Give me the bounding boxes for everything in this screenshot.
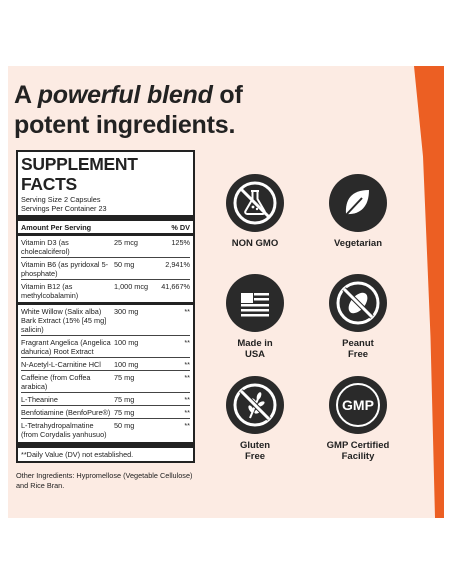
badge-made-in-usa: Made in USA: [207, 274, 303, 360]
facts-box: SUPPLEMENT FACTS Serving Size 2 Capsules…: [16, 150, 195, 463]
facts-row: Vitamin D3 (as cholecalciferol) 25 mcg 1…: [21, 236, 190, 257]
serving-size: Serving Size 2 Capsules: [21, 195, 101, 204]
row-amount: 25 mcg: [114, 237, 138, 247]
leaf-icon: [329, 174, 387, 232]
row-amount: 100 mg: [114, 359, 139, 369]
row-amount: 75 mg: [114, 372, 135, 382]
facts-row: L-Theanine 75 mg **: [21, 392, 190, 405]
divider-medium: [18, 302, 193, 305]
accent-stripe: [414, 66, 444, 518]
facts-row: N-Acetyl-L-Carnitine HCl 100 mg **: [21, 357, 190, 370]
divider-thick: [18, 442, 193, 448]
row-dv: **: [184, 420, 190, 430]
col-amount: Amount Per Serving: [21, 223, 92, 232]
divider-thick: [18, 215, 193, 221]
no-gmo-flask-icon: [226, 174, 284, 232]
facts-row: L-Tetrahydropalmatine (from Corydalis ya…: [21, 418, 190, 440]
row-name: N-Acetyl-L-Carnitine HCl: [21, 359, 101, 369]
row-name: Benfotiamine (BenfoPure®): [21, 407, 111, 417]
row-dv: **: [184, 337, 190, 347]
row-dv: **: [184, 372, 190, 382]
row-name: L-Theanine: [21, 394, 58, 404]
badge-label: Made in USA: [237, 338, 273, 360]
row-name: White Willow (Salix alba) Bark Extract (…: [21, 306, 107, 334]
dv-footnote: **Daily Value (DV) not established.: [21, 450, 134, 459]
facts-row: Benfotiamine (BenfoPure®) 75 mg **: [21, 405, 190, 418]
headline-emphasis: powerful blend: [37, 81, 213, 109]
facts-row: White Willow (Salix alba) Bark Extract (…: [21, 305, 190, 335]
facts-row: Caffeine (from Coffea arabica) 75 mg **: [21, 370, 190, 392]
row-amount: 100 mg: [114, 337, 139, 347]
gmp-icon-text: GMP: [342, 397, 374, 413]
badge-label: GMP Certified Facility: [326, 440, 390, 462]
other-ingredients: Other Ingredients: Hypromellose (Vegetab…: [16, 471, 193, 490]
row-amount: 300 mg: [114, 306, 139, 316]
badge-vegetarian: Vegetarian: [310, 174, 406, 249]
badge-label: Vegetarian: [333, 238, 383, 249]
facts-row: Vitamin B6 (as pyridoxal 5-phosphate) 50…: [21, 257, 190, 279]
facts-row: Fragrant Angelica (Angelica dahurica) Ro…: [21, 335, 190, 357]
col-dv: % DV: [171, 223, 190, 232]
row-dv: 2,941%: [165, 259, 190, 269]
row-name: Fragrant Angelica (Angelica dahurica) Ro…: [21, 337, 111, 356]
row-name: Vitamin D3 (as cholecalciferol): [21, 237, 70, 256]
usa-flag-icon: [226, 274, 284, 332]
headline-line2: potent ingredients.: [14, 111, 236, 139]
headline-post: of: [212, 81, 243, 109]
badge-label: Peanut Free: [342, 338, 374, 360]
row-name: Vitamin B6 (as pyridoxal 5-phosphate): [21, 259, 109, 278]
product-panel: A powerful blend of potent ingredients. …: [8, 66, 444, 518]
badge-gmp: GMP GMP Certified Facility: [310, 376, 406, 462]
row-name: L-Tetrahydropalmatine (from Corydalis ya…: [21, 420, 107, 439]
row-amount: 50 mg: [114, 420, 135, 430]
row-dv: 41,667%: [161, 281, 190, 291]
badge-peanut-free: Peanut Free: [310, 274, 406, 360]
row-name: Caffeine (from Coffea arabica): [21, 372, 91, 391]
badge-gluten-free: Gluten Free: [207, 376, 303, 462]
row-amount: 75 mg: [114, 394, 135, 404]
row-dv: **: [184, 306, 190, 316]
badge-non-gmo: NON GMO: [207, 174, 303, 249]
supplement-facts: SUPPLEMENT FACTS Serving Size 2 Capsules…: [16, 150, 195, 514]
row-dv: **: [184, 359, 190, 369]
row-amount: 1,000 mcg: [114, 281, 149, 291]
badge-label: NON GMO: [231, 238, 279, 249]
badge-label: Gluten Free: [239, 440, 271, 462]
facts-header: Amount Per Serving % DV: [21, 221, 190, 233]
divider-medium: [18, 233, 193, 236]
facts-title: SUPPLEMENT FACTS: [21, 154, 138, 194]
headline-pre: A: [14, 81, 38, 109]
row-amount: 75 mg: [114, 407, 135, 417]
no-wheat-icon: [226, 376, 284, 434]
no-peanut-icon: [329, 274, 387, 332]
gmp-icon: GMP: [329, 376, 387, 434]
servings-per-container: Servings Per Container 23: [21, 204, 107, 213]
row-dv: 125%: [171, 237, 190, 247]
row-dv: **: [184, 407, 190, 417]
row-amount: 50 mg: [114, 259, 135, 269]
row-name: Vitamin B12 (as methylcobalamin): [21, 281, 79, 300]
headline: A powerful blend of potent ingredients.: [14, 80, 243, 140]
row-dv: **: [184, 394, 190, 404]
facts-row: Vitamin B12 (as methylcobalamin) 1,000 m…: [21, 279, 190, 301]
